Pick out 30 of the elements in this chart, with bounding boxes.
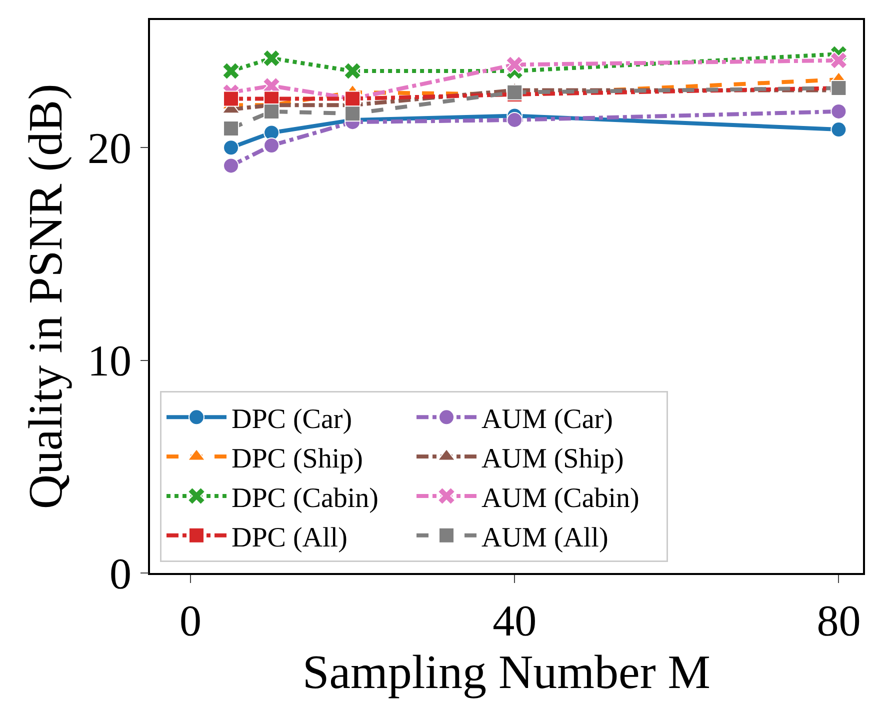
legend-label: AUM (Car) — [482, 404, 613, 436]
point — [506, 56, 524, 74]
legend-label: AUM (Cabin) — [482, 482, 640, 514]
legend-label: AUM (All) — [482, 522, 608, 554]
point — [344, 62, 362, 80]
y-tick-label: 0 — [109, 549, 132, 598]
point — [830, 122, 847, 138]
point — [506, 112, 523, 128]
y-tick-label: 10 — [87, 336, 132, 386]
x-tick-label: 0 — [180, 596, 202, 646]
legend-label: DPC (All) — [232, 522, 348, 554]
point — [222, 62, 240, 80]
x-tick-label: 80 — [816, 596, 861, 646]
legend-label: DPC (Car) — [232, 404, 352, 436]
point — [344, 106, 361, 122]
point — [262, 49, 281, 68]
y-axis-title: Quality in PSNR (dB) — [20, 84, 73, 510]
point — [830, 51, 848, 70]
legend-label: DPC (Cabin) — [232, 482, 378, 514]
point — [223, 140, 240, 156]
point — [264, 137, 280, 154]
point — [223, 120, 240, 136]
y-tick-label: 20 — [87, 124, 132, 174]
point — [830, 103, 847, 120]
x-tick-label: 40 — [492, 596, 537, 646]
x-axis-title: Sampling Number M — [302, 646, 710, 700]
point — [223, 158, 240, 174]
legend-label: DPC (Ship) — [232, 443, 363, 474]
point — [264, 103, 280, 120]
legend-label: AUM (Ship) — [482, 443, 624, 474]
